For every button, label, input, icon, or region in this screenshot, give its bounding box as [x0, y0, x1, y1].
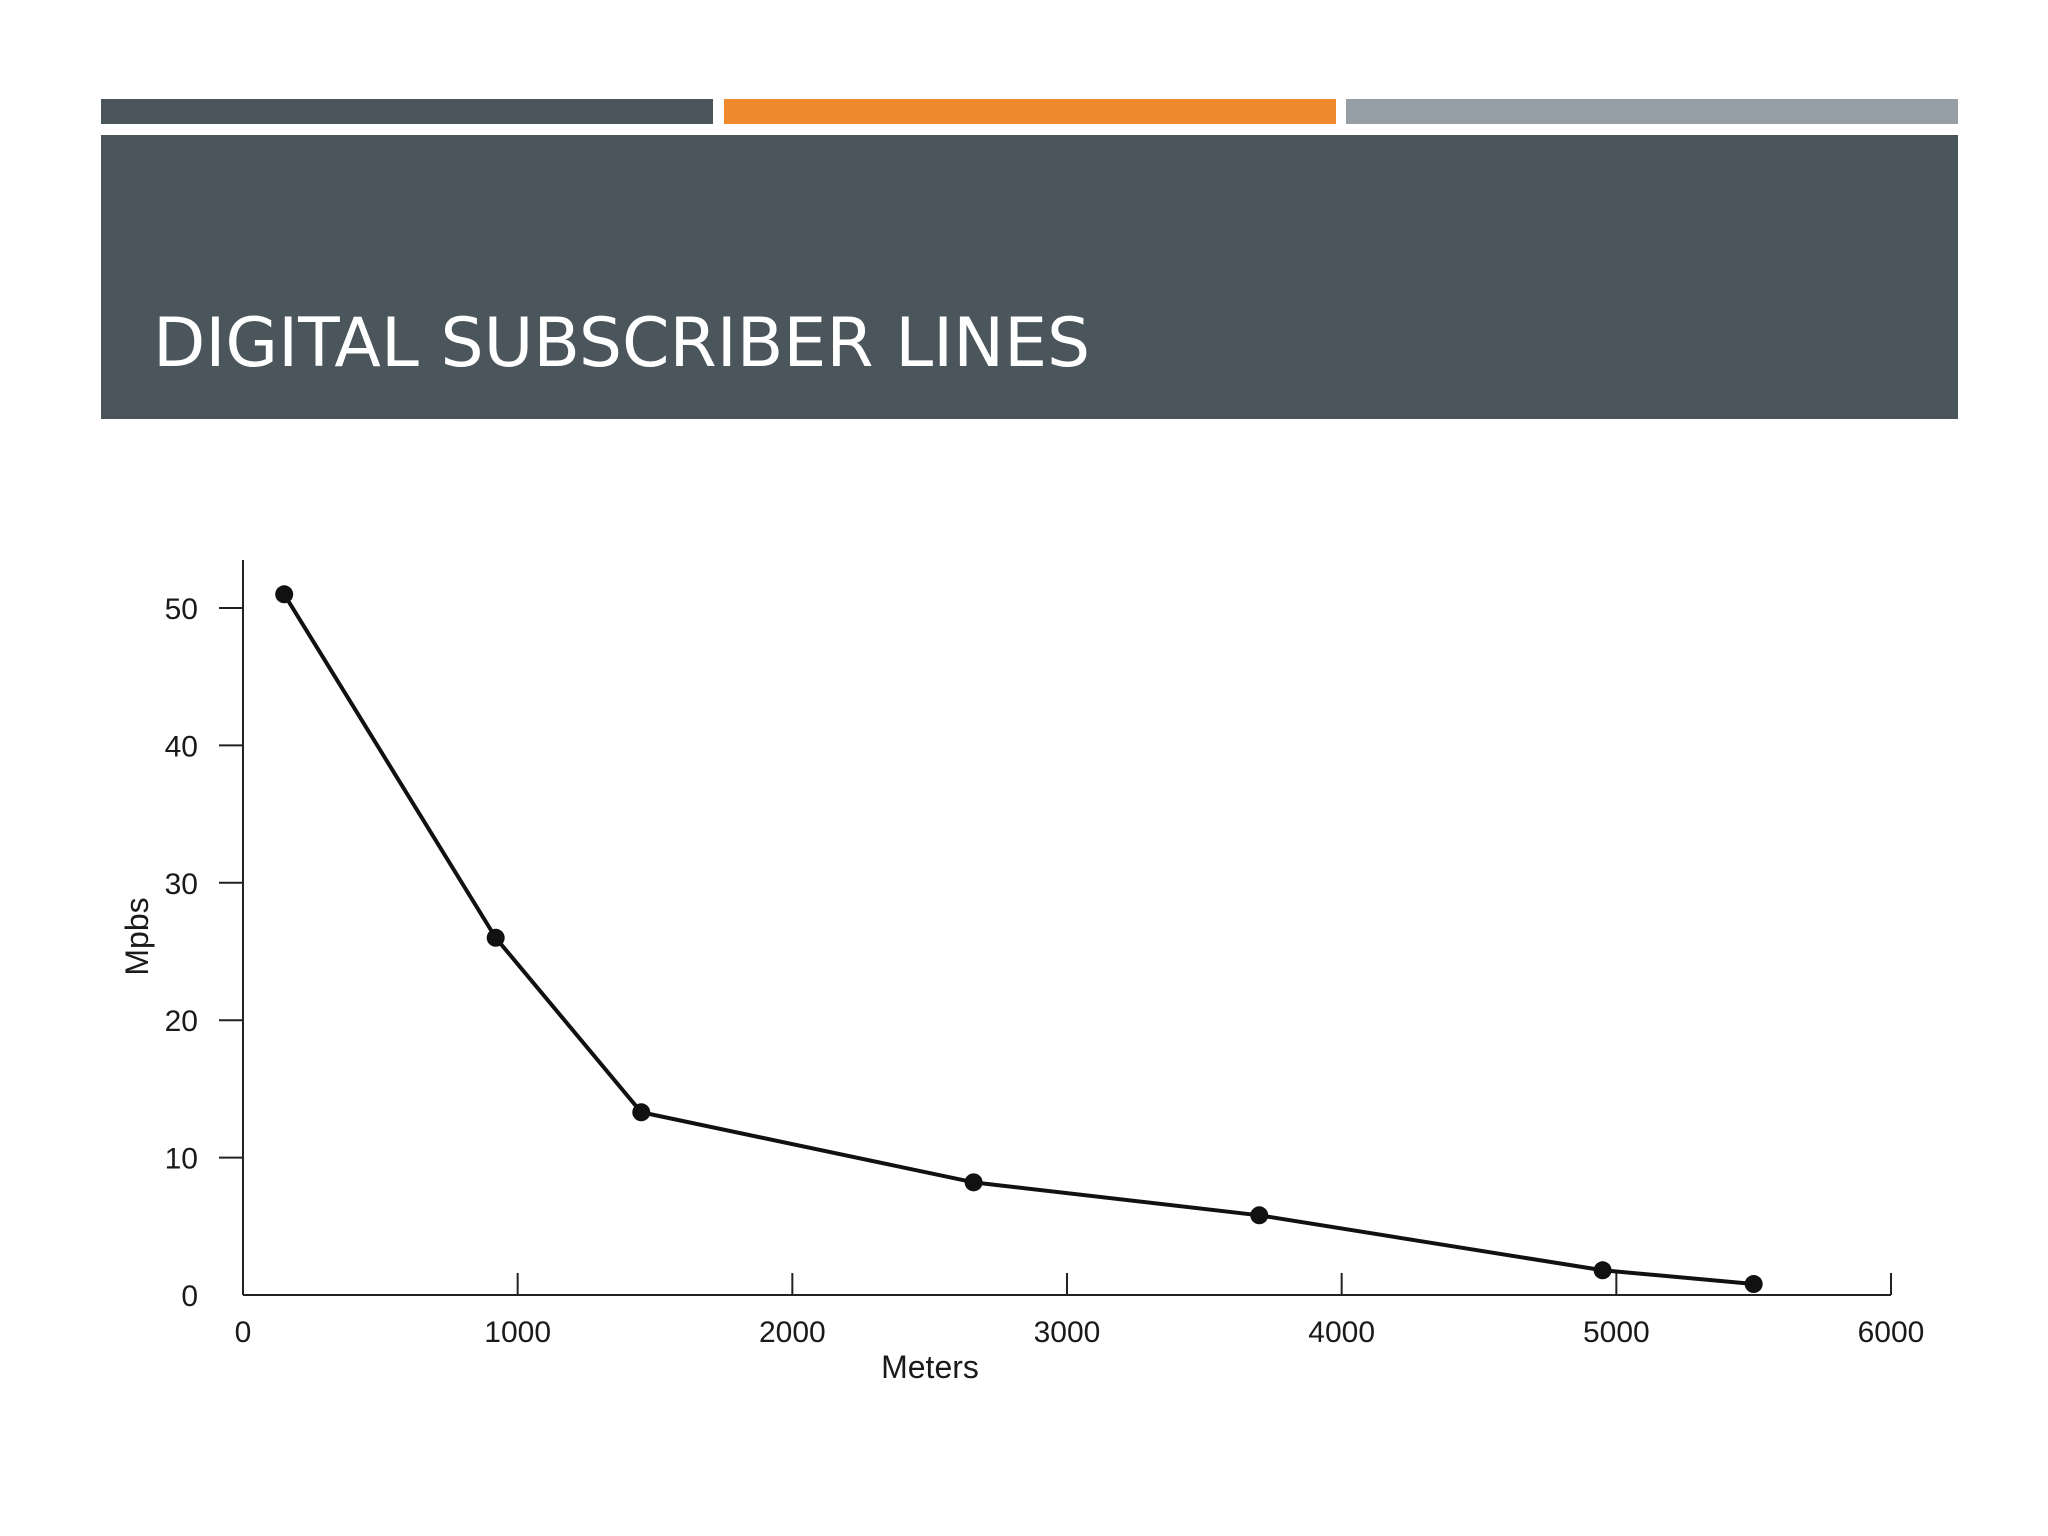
accent-bar-orange — [724, 99, 1336, 124]
data-point — [486, 928, 505, 947]
x-axis-title: Meters — [881, 1349, 979, 1385]
data-point — [632, 1103, 651, 1122]
accent-bar-gray — [1346, 99, 1958, 124]
data-point — [964, 1173, 983, 1192]
x-tick-label: 6000 — [1858, 1316, 1925, 1349]
y-tick-label: 0 — [181, 1280, 198, 1313]
y-tick-label: 20 — [165, 1005, 198, 1038]
data-point — [1593, 1261, 1612, 1280]
y-tick-label: 50 — [165, 593, 198, 626]
title-band: DIGITAL SUBSCRIBER LINES — [101, 135, 1958, 419]
y-tick-label: 40 — [165, 730, 198, 763]
y-axis-title: Mpbs — [119, 897, 155, 975]
x-tick-label: 0 — [235, 1316, 252, 1349]
x-tick-label: 5000 — [1583, 1316, 1650, 1349]
x-tick-label: 4000 — [1308, 1316, 1375, 1349]
data-point — [1744, 1275, 1763, 1294]
y-tick-label: 10 — [165, 1143, 198, 1176]
x-tick-label: 2000 — [759, 1316, 826, 1349]
data-point — [275, 585, 294, 604]
data-point — [1250, 1206, 1269, 1225]
x-tick-label: 1000 — [484, 1316, 551, 1349]
series-line — [282, 593, 1754, 1286]
slide-title: DIGITAL SUBSCRIBER LINES — [153, 304, 1091, 383]
x-tick-label: 3000 — [1034, 1316, 1101, 1349]
accent-bar-dark — [101, 99, 713, 124]
y-tick-label: 30 — [165, 868, 198, 901]
